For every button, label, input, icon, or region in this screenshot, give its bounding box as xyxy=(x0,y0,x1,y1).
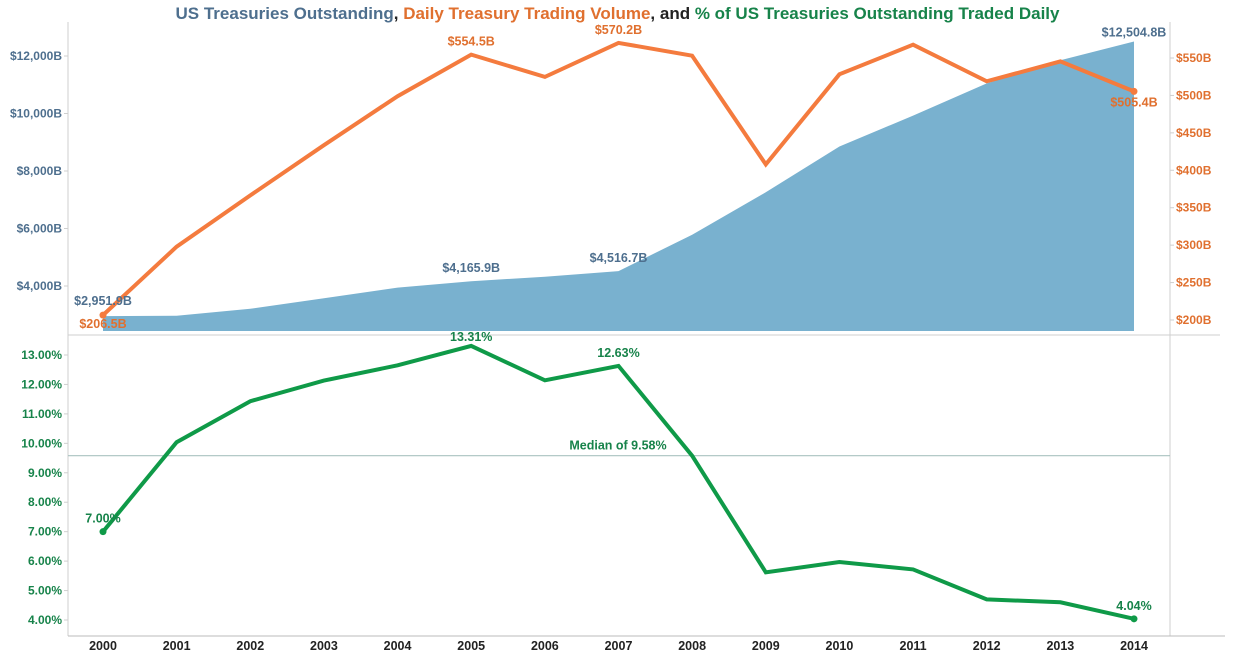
axes-layer: $4,000B $6,000B $8,000B $10,000B $12,000B $20… xyxy=(10,22,1225,653)
percent-y-tick: 6.00% xyxy=(28,554,62,568)
percent-y-tick: 8.00% xyxy=(28,495,62,509)
x-tick-label: 2008 xyxy=(678,639,706,653)
x-tick-label: 2005 xyxy=(457,639,485,653)
title-outstanding: US Treasuries Outstanding xyxy=(175,4,394,23)
x-tick-label: 2012 xyxy=(973,639,1001,653)
percent-y-tick: 7.00% xyxy=(28,525,62,539)
x-tick-label: 2003 xyxy=(310,639,338,653)
x-tick-label: 2010 xyxy=(826,639,854,653)
x-tick-label: 2002 xyxy=(236,639,264,653)
volume-data-label: $554.5B xyxy=(448,35,495,49)
median-label: Median of 9.58% xyxy=(569,439,666,453)
x-tick-label: 2000 xyxy=(89,639,117,653)
volume-point xyxy=(1130,87,1138,95)
x-tick-label: 2009 xyxy=(752,639,780,653)
percent-data-label: 4.04% xyxy=(1116,599,1151,613)
volume-y-tick: $550B xyxy=(1176,51,1212,65)
percent-line-layer: Median of 9.58% xyxy=(68,343,1170,623)
x-tick-label: 2006 xyxy=(531,639,559,653)
outstanding-data-label: $12,504.8B xyxy=(1102,25,1167,39)
title-percent: % of US Treasuries Outstanding Traded Da… xyxy=(694,4,1060,23)
volume-y-tick: $300B xyxy=(1176,238,1212,252)
volume-point xyxy=(99,311,107,319)
outstanding-y-tick: $4,000B xyxy=(17,279,63,293)
volume-data-label: $206.5B xyxy=(79,317,126,331)
outstanding-y-tick: $8,000B xyxy=(17,164,63,178)
volume-data-label: $505.4B xyxy=(1110,95,1157,109)
volume-y-tick: $500B xyxy=(1176,88,1212,102)
percent-y-tick: 12.00% xyxy=(21,377,62,391)
percent-y-tick: 11.00% xyxy=(22,407,62,421)
title-sep2: , and xyxy=(650,4,695,23)
percent-y-tick: 9.00% xyxy=(28,466,62,480)
percent-y-tick: 10.00% xyxy=(21,436,62,450)
data-labels-layer: $2,951.9B $4,165.9B $4,516.7B $12,504.8B $20… xyxy=(74,23,1166,613)
volume-line-layer xyxy=(99,40,1138,319)
x-tick-label: 2007 xyxy=(605,639,633,653)
volume-y-tick: $450B xyxy=(1176,126,1212,140)
x-tick-label: 2011 xyxy=(900,639,927,653)
percent-y-tick: 4.00% xyxy=(28,613,62,627)
title-volume: Daily Treasury Trading Volume xyxy=(403,4,651,23)
percent-line xyxy=(101,343,1135,621)
percent-point xyxy=(99,528,107,536)
volume-y-tick: $350B xyxy=(1176,201,1212,215)
percent-data-label: 13.31% xyxy=(450,330,492,344)
outstanding-y-tick: $6,000B xyxy=(17,222,63,236)
x-tick-label: 2014 xyxy=(1120,639,1148,653)
title-sep1: , xyxy=(393,4,404,23)
percent-y-tick: 5.00% xyxy=(28,584,62,598)
outstanding-data-label: $2,951.9B xyxy=(74,294,132,308)
outstanding-y-tick: $12,000B xyxy=(10,49,62,63)
percent-data-label: 12.63% xyxy=(597,346,639,360)
outstanding-data-label: $4,516.7B xyxy=(590,251,648,265)
percent-y-tick: 13.00% xyxy=(21,348,62,362)
percent-data-label: 7.00% xyxy=(85,512,120,526)
volume-y-tick: $250B xyxy=(1176,276,1212,290)
x-tick-label: 2001 xyxy=(163,639,191,653)
percent-point xyxy=(1130,615,1138,623)
x-tick-label: 2013 xyxy=(1046,639,1074,653)
volume-y-tick: $200B xyxy=(1176,313,1212,327)
x-tick-label: 2004 xyxy=(384,639,412,653)
outstanding-area xyxy=(103,41,1134,331)
outstanding-data-label: $4,165.9B xyxy=(442,261,500,275)
volume-line xyxy=(101,40,1135,317)
volume-y-tick: $400B xyxy=(1176,163,1212,177)
outstanding-area-layer xyxy=(103,41,1134,331)
volume-data-label: $570.2B xyxy=(595,23,642,37)
outstanding-y-tick: $10,000B xyxy=(10,107,62,121)
chart-title: US Treasuries Outstanding, Daily Treasur… xyxy=(0,4,1235,24)
